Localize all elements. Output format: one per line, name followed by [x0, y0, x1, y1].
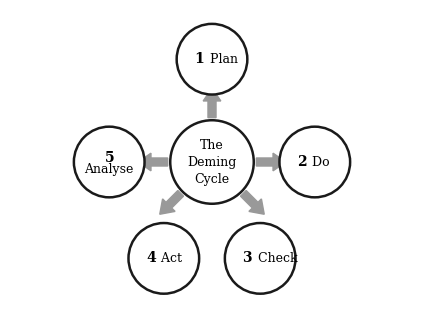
- Circle shape: [177, 24, 247, 95]
- Text: 5: 5: [104, 151, 114, 165]
- Circle shape: [128, 223, 199, 294]
- Circle shape: [279, 127, 350, 197]
- Text: Plan: Plan: [206, 53, 237, 66]
- Text: 4: 4: [146, 251, 156, 265]
- FancyArrow shape: [257, 153, 286, 171]
- Text: Do: Do: [308, 156, 330, 168]
- FancyArrow shape: [138, 153, 167, 171]
- Text: Analyse: Analyse: [84, 163, 134, 176]
- Text: The
Deming
Cycle: The Deming Cycle: [187, 138, 237, 186]
- FancyArrow shape: [203, 88, 221, 118]
- Circle shape: [170, 120, 254, 204]
- Text: Check: Check: [254, 252, 297, 265]
- Text: 1: 1: [194, 52, 204, 66]
- Text: 2: 2: [297, 155, 307, 169]
- FancyArrow shape: [240, 191, 264, 214]
- Text: Act: Act: [157, 252, 182, 265]
- Circle shape: [74, 127, 145, 197]
- Circle shape: [225, 223, 296, 294]
- Text: 3: 3: [243, 251, 252, 265]
- FancyArrow shape: [160, 191, 184, 214]
